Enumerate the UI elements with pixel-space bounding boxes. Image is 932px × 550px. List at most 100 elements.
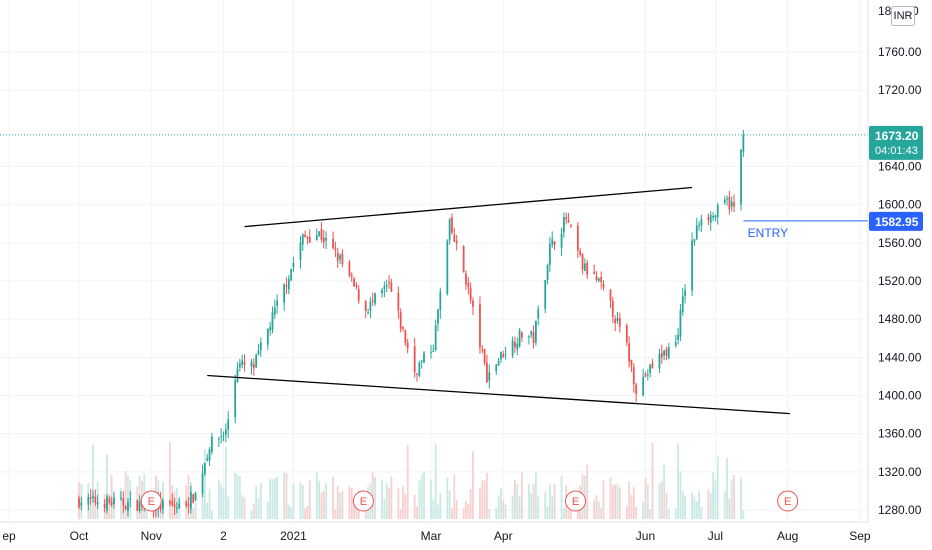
time-axis[interactable]: ep Oct Nov 2 2021 Mar Apr Jun Jul Aug Sep [2,529,871,543]
candle-body [339,255,341,260]
volume-bar [388,488,390,519]
candle-body [206,458,209,461]
price-tick-label: 1320.00 [878,465,922,479]
candle-body [87,496,90,505]
volume-bar [663,464,666,519]
candle-body [635,384,638,395]
last-price-badge [869,125,923,160]
volume-bar [390,476,393,519]
time-axis-background[interactable] [0,522,932,550]
candle-body [269,327,272,331]
currency-badge[interactable]: INR [891,6,915,26]
volume-bar [383,498,386,519]
volume-bar [504,504,507,519]
candle-body [320,229,323,240]
candle-body [609,290,612,301]
price-tick-label: 1480.00 [878,312,922,326]
volume-bar [700,506,703,519]
earnings-marker-icon[interactable] [352,490,374,512]
candle-body [486,362,488,383]
price-axis-background[interactable] [868,0,932,522]
candle-body [651,363,654,369]
trendline-upper-resistance[interactable] [244,186,693,228]
earnings-marker-icon[interactable] [777,490,799,512]
volume-bar [285,472,288,519]
candle-body [203,463,206,474]
volume-bar [238,476,241,519]
volume-bar [625,505,628,519]
candle-body [416,373,418,375]
candle-body [357,289,360,301]
entry-price-badge [869,211,923,231]
price-tick-label: 1600.00 [878,198,922,212]
earnings-marker-icon[interactable] [140,490,162,512]
candle-body [497,361,500,366]
time-tick-label: Apr [494,529,513,543]
candle-body [217,438,220,440]
volume-bar [679,471,682,519]
candle-body [630,359,633,366]
candle-body [341,253,344,265]
volume-bar [222,488,225,519]
volume-bar [714,480,717,519]
candle-body [178,503,181,509]
candle-body [208,449,211,461]
candle-body [667,346,670,359]
entry-annotation[interactable]: ENTRY [748,226,788,240]
candle-body [250,361,253,367]
volume-bar [600,508,603,519]
volume-bar [667,509,670,519]
volume-bar [299,482,302,519]
candle-body [227,419,230,430]
volume-bar [511,495,514,519]
candle-body [451,217,453,233]
candle-body [234,380,237,418]
earnings-marker-icon[interactable] [565,490,587,512]
candle-body [658,353,661,369]
volume-bar [630,494,633,519]
candle-body [348,262,351,276]
candle-body [290,268,293,281]
candle-body [642,376,645,396]
candle-body [292,263,295,268]
candle-body [78,498,80,508]
candle-body [201,473,204,494]
volume-bar [723,491,726,519]
candle-body [306,237,309,239]
time-tick-label: Jun [636,529,655,543]
candle-body [446,240,449,295]
candle-body [663,350,666,356]
volume-bar [434,443,437,519]
volume-bar [315,471,318,519]
volume-bar [488,508,491,519]
volume-bar [381,479,383,519]
volume-bar [642,501,645,519]
candle-body [187,504,190,506]
price-axis[interactable]: 1280.00 1320.00 1360.00 1400.00 1440.00 1480.… [878,4,922,517]
volume-bar [521,472,523,519]
trendline-lower-support[interactable] [207,374,791,415]
candle-body [716,204,719,217]
volume-bar [243,497,246,519]
candle-body [660,352,663,358]
candle-body [614,319,617,324]
candle-body [271,312,274,330]
volume-bar [665,492,668,519]
candle-body [530,331,533,336]
candle-body [185,502,188,506]
candle-body [448,219,451,241]
candle-body [385,285,388,287]
time-tick-label: Mar [421,529,442,543]
volume-bar [544,491,547,519]
price-tick-label: 1520.00 [878,274,922,288]
volume-bar [698,490,700,519]
candle-body [192,494,195,503]
last-price-value: 1673.20 [875,129,919,143]
trendlines[interactable]: ENTRY [0,134,868,415]
candle-body [353,278,355,287]
volume-bar [416,506,418,519]
volume-bar [465,501,467,519]
candle-body [336,252,339,262]
